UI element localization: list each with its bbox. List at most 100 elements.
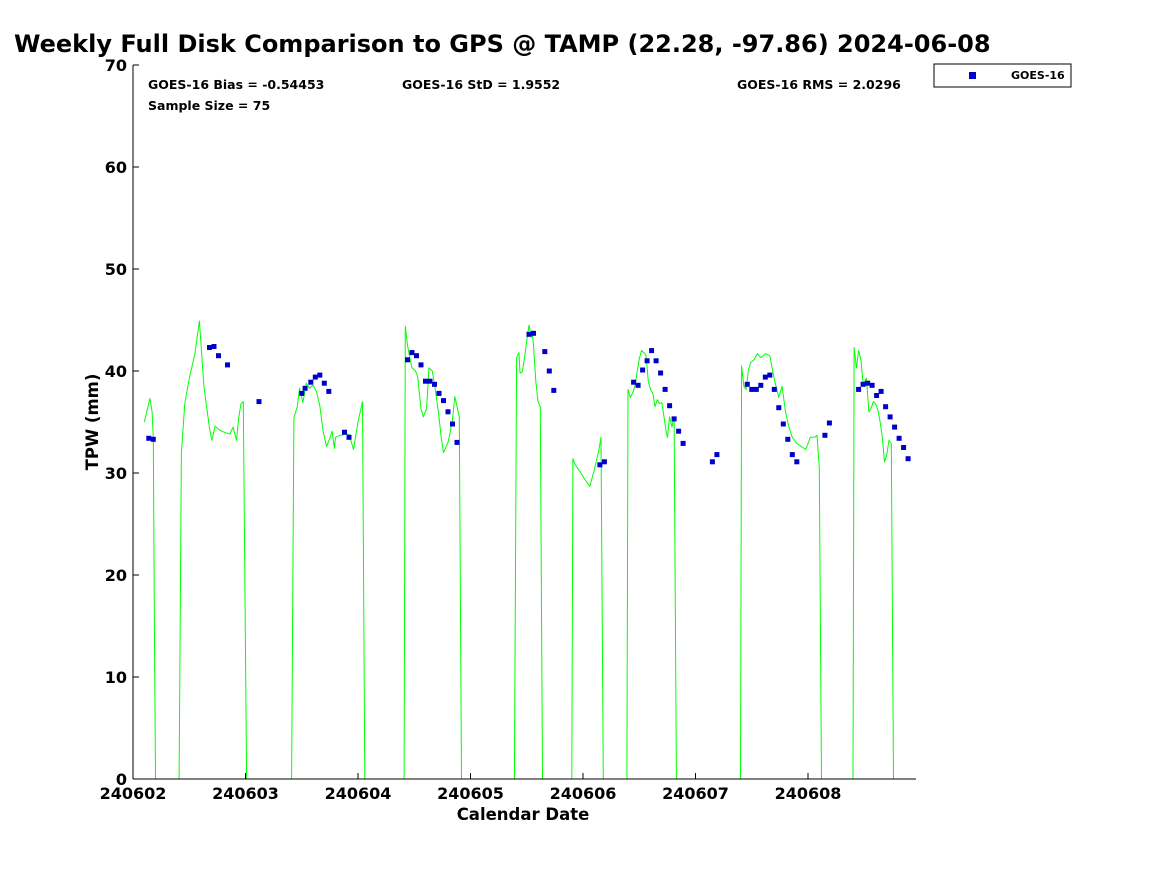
y-tick-label: 70 — [105, 56, 127, 75]
goes16-data-point — [794, 459, 800, 465]
rms-stat: GOES-16 RMS = 2.0296 — [737, 77, 901, 92]
goes16-data-point — [667, 403, 673, 409]
y-tick-label: 40 — [105, 362, 127, 381]
goes16-data-point — [856, 386, 862, 392]
goes16-data-point — [676, 428, 682, 434]
goes16-data-point — [753, 386, 759, 392]
goes16-data-point — [418, 362, 424, 368]
y-axis-ticks: 0 10 20 30 40 50 60 70 — [105, 56, 139, 789]
goes16-data-point — [299, 390, 305, 396]
goes16-data-point — [409, 350, 415, 356]
goes16-data-point — [822, 432, 828, 438]
goes16-data-point — [896, 435, 902, 441]
goes16-data-point — [883, 404, 889, 410]
goes16-data-point — [436, 390, 442, 396]
goes16-data-point — [874, 393, 880, 398]
goes-marker-layer — [146, 330, 911, 468]
y-tick-label: 10 — [105, 668, 127, 687]
goes16-data-point — [302, 385, 308, 391]
goes16-data-point — [423, 378, 428, 384]
goes16-data-point — [869, 382, 875, 388]
goes16-data-point — [346, 434, 352, 440]
goes16-data-point — [531, 330, 536, 336]
legend: GOES-16 — [933, 63, 1072, 88]
chart-title: Weekly Full Disk Comparison to GPS @ TAM… — [14, 30, 991, 58]
bias-stat: GOES-16 Bias = -0.54453 — [148, 77, 324, 92]
goes16-data-point — [658, 370, 664, 376]
goes16-data-point — [321, 380, 327, 386]
goes16-data-point — [225, 362, 230, 368]
goes16-data-point — [865, 380, 871, 386]
goes16-data-point — [597, 462, 603, 468]
goes16-data-point — [631, 379, 637, 385]
x-tick-label: 240603 — [212, 784, 279, 803]
y-tick-label: 20 — [105, 566, 127, 585]
goes16-data-point — [216, 353, 221, 359]
x-tick-label: 240604 — [325, 784, 392, 803]
legend-goes16-marker — [969, 72, 976, 79]
goes16-data-point — [671, 416, 677, 422]
x-axis-label: Calendar Date — [457, 805, 590, 824]
x-tick-label: 240607 — [662, 784, 729, 803]
goes16-data-point — [762, 374, 768, 380]
goes16-data-point — [714, 452, 720, 458]
x-axis-ticks: 240602 240603 240604 240605 240606 240607 2406… — [100, 773, 842, 803]
goes16-data-point — [601, 459, 607, 465]
y-tick-label: 50 — [105, 260, 127, 279]
goes16-data-point — [312, 374, 318, 380]
goes16-data-point — [892, 424, 898, 430]
goes16-data-point — [649, 348, 655, 354]
goes16-data-point — [256, 399, 262, 405]
goes16-data-point — [826, 420, 832, 426]
y-tick-label: 0 — [116, 770, 127, 789]
goes16-data-point — [342, 429, 347, 435]
goes16-data-point — [450, 421, 455, 427]
goes16-data-point — [211, 344, 217, 349]
goes16-data-point — [744, 381, 750, 387]
goes16-data-point — [432, 381, 437, 387]
x-tick-label: 240602 — [100, 784, 167, 803]
goes16-data-point — [441, 398, 446, 404]
goes16-data-point — [640, 367, 646, 373]
x-tick-label: 240606 — [550, 784, 617, 803]
goes16-data-point — [758, 382, 764, 388]
x-tick-label: 240608 — [775, 784, 842, 803]
goes16-data-point — [326, 388, 332, 394]
goes16-data-point — [878, 388, 884, 394]
goes16-data-point — [749, 386, 755, 392]
goes16-data-point — [427, 378, 433, 384]
goes16-data-point — [551, 387, 557, 393]
sample-size-stat: Sample Size = 75 — [148, 98, 270, 113]
goes16-data-point — [653, 358, 659, 364]
goes16-data-point — [901, 445, 907, 450]
goes16-data-point — [542, 349, 548, 355]
goes16-data-point — [150, 436, 156, 442]
goes16-data-point — [662, 386, 668, 392]
goes16-data-point — [635, 382, 641, 388]
y-tick-label: 60 — [105, 158, 127, 177]
std-stat: GOES-16 StD = 1.9552 — [402, 77, 560, 92]
goes16-data-point — [146, 435, 152, 441]
goes16-data-point — [860, 381, 866, 387]
goes16-data-point — [526, 331, 532, 337]
goes16-data-point — [445, 409, 451, 415]
legend-goes16-label: GOES-16 — [1011, 69, 1065, 82]
goes16-data-point — [887, 414, 893, 420]
plot-background — [133, 65, 916, 779]
goes16-data-point — [644, 358, 650, 364]
plot-area — [132, 65, 916, 780]
goes16-data-point — [905, 456, 911, 462]
goes16-data-point — [776, 405, 782, 411]
goes16-data-point — [767, 372, 773, 378]
goes16-data-point — [680, 440, 686, 446]
goes16-data-point — [207, 345, 212, 350]
x-tick-label: 240605 — [437, 784, 504, 803]
goes16-data-point — [785, 436, 791, 442]
goes16-data-point — [780, 421, 786, 427]
goes16-data-point — [405, 357, 410, 363]
legend-box — [933, 63, 1072, 88]
goes16-data-point — [454, 439, 460, 445]
goes16-data-point — [771, 386, 777, 392]
y-axis-label: TPW (mm) — [83, 374, 102, 471]
